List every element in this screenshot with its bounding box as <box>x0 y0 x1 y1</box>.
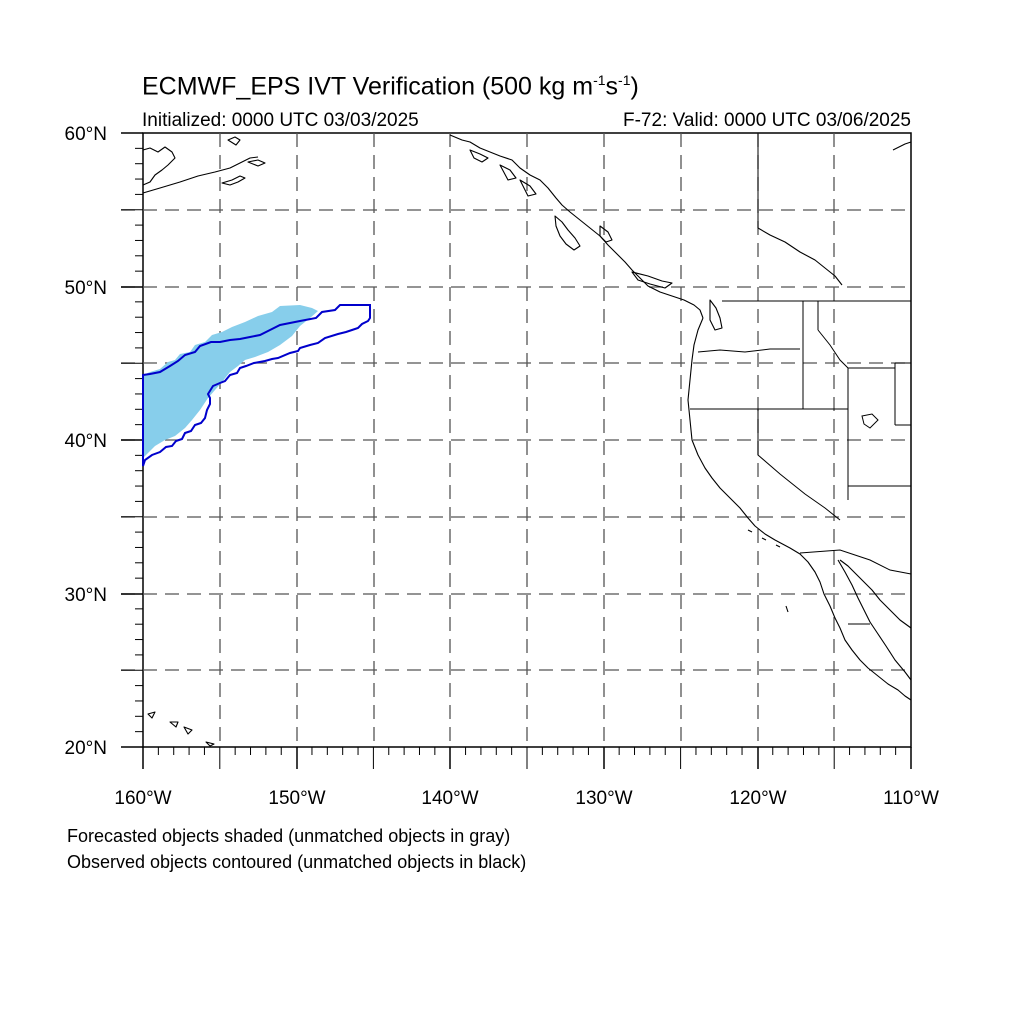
longitude-labels: 160°W 150°W 140°W 130°W 120°W 110°W <box>114 788 939 809</box>
coastlines <box>142 134 912 747</box>
grid-lines <box>121 133 911 747</box>
lat-label: 30°N <box>65 585 107 606</box>
lon-label: 140°W <box>421 788 478 809</box>
lat-label: 60°N <box>65 124 107 145</box>
lon-label: 150°W <box>268 788 325 809</box>
minor-ticks <box>121 147 897 769</box>
lat-label: 20°N <box>65 738 107 759</box>
forecast-object-shaded <box>143 305 318 458</box>
lon-label: 160°W <box>114 788 171 809</box>
lon-label: 110°W <box>883 788 939 809</box>
latitude-labels: 60°N 50°N 40°N 30°N 20°N <box>65 124 107 759</box>
political-borders <box>690 133 912 625</box>
lat-label: 50°N <box>65 278 107 299</box>
valid-time: F-72: Valid: 0000 UTC 03/06/2025 <box>623 110 911 131</box>
forecast-footnote: Forecasted objects shaded (unmatched obj… <box>67 826 511 846</box>
major-ticks <box>121 132 912 769</box>
lat-label: 40°N <box>65 431 107 452</box>
observed-footnote: Observed objects contoured (unmatched ob… <box>67 852 527 872</box>
observed-object-contour <box>142 304 371 467</box>
lon-label: 120°W <box>729 788 786 809</box>
lon-label: 130°W <box>575 788 632 809</box>
initialized-time: Initialized: 0000 UTC 03/03/2025 <box>142 110 419 131</box>
map-title: ECMWF_EPS IVT Verification (500 kg m-1s-… <box>142 72 639 101</box>
